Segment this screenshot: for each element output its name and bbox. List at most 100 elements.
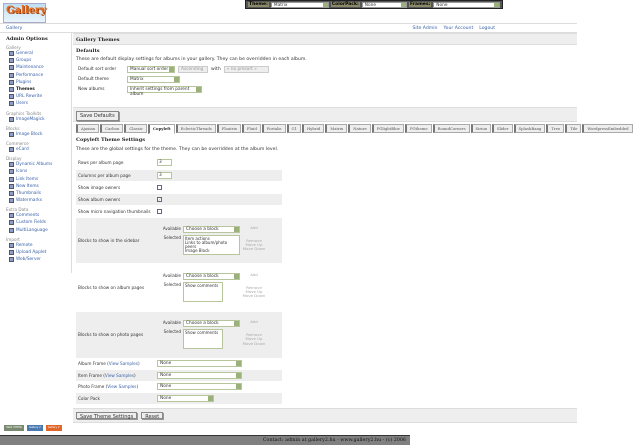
micro-nav-checkbox[interactable] (157, 208, 162, 214)
sidebar-item-maintenance[interactable]: Maintenance (6, 64, 67, 71)
default-theme-select[interactable]: Matrix (127, 75, 180, 83)
selected-blocks-list[interactable]: Show comments (183, 329, 223, 349)
sidebar-item-icons[interactable]: Icons (6, 168, 67, 175)
view-samples-link[interactable]: View Samples (108, 361, 138, 367)
sort-order-select[interactable]: Manual sort order (127, 65, 175, 73)
sidebar-item-comments[interactable]: Comments (6, 212, 67, 219)
tab-splashbang[interactable]: SplashBang (513, 124, 546, 133)
available-blocks-select[interactable]: Choose a block (183, 272, 240, 280)
sidebar-item-groups[interactable]: Groups (6, 57, 67, 64)
sidebar-item-web-server[interactable]: Web/Server (6, 256, 67, 263)
sidebar-item-dynamic-albums[interactable]: Dynamic Albums (6, 161, 67, 168)
tab-carbon[interactable]: Carbon (100, 124, 124, 133)
sort-direction-select[interactable]: Ascending (178, 65, 208, 73)
theme-value: Matrix (273, 2, 288, 8)
sidebar-item-thumbnails[interactable]: Thumbnails (6, 190, 67, 197)
logout-link[interactable]: Logout (479, 26, 495, 31)
breadcrumb-gallery[interactable]: Gallery (6, 26, 23, 31)
theme-select[interactable]: Matrix (270, 1, 329, 8)
move-up-button[interactable]: Move Up (245, 288, 263, 294)
sidebar-item-ecard[interactable]: eCard (6, 146, 67, 153)
sidebar-item-remote[interactable]: Remote (6, 242, 67, 249)
add-block-button[interactable]: Add (250, 224, 258, 230)
available-blocks-select[interactable]: Choose a block (183, 320, 240, 327)
move-down-button[interactable]: Move Down (242, 293, 266, 299)
selected-block-item[interactable]: Show comments (185, 330, 219, 335)
add-block-button[interactable]: Add (250, 271, 258, 277)
tab-eclecticthreads[interactable]: EclecticThreads (175, 124, 216, 133)
item-frame-select[interactable]: None (157, 371, 242, 379)
gallery-badge-2[interactable]: Gallery 2 (45, 425, 62, 431)
tab-wordpressembedded[interactable]: WordpressEmbedded (582, 124, 633, 133)
remove-block-button[interactable]: Remove (246, 332, 262, 337)
move-up-button[interactable]: Move Up (245, 241, 263, 247)
remove-block-button[interactable]: Remove (246, 237, 262, 243)
tab-pglightblue[interactable]: PGlightBlue (371, 124, 404, 133)
tab-tile[interactable]: Tile (565, 124, 582, 133)
colorpack-select[interactable]: None (361, 1, 408, 8)
cols-input[interactable]: 3 (157, 171, 172, 179)
gallery-badge[interactable]: Gallery 2 (27, 425, 43, 431)
tab-pgtheme[interactable]: PGtheme (404, 124, 432, 133)
remove-block-button[interactable]: Remove (246, 284, 262, 290)
tab-slider[interactable]: Slider (491, 124, 513, 133)
move-up-button[interactable]: Move Up (245, 336, 263, 342)
tab-ajaxian[interactable]: Ajaxian (76, 124, 100, 133)
sidebar-item-new-items[interactable]: New Items (6, 183, 67, 190)
tab-fluid[interactable]: Fluid (241, 124, 261, 133)
your-account-link[interactable]: Your Account (443, 26, 474, 31)
image-owners-checkbox[interactable] (157, 184, 162, 190)
tab-g1[interactable]: G1 (286, 124, 301, 133)
sidebar-item-performance[interactable]: Performance (6, 72, 67, 79)
rows-input[interactable]: 3 (157, 159, 172, 167)
tab-roundcorners[interactable]: RoundCorners (432, 124, 470, 133)
album-owners-checkbox[interactable]: ✓ (157, 196, 162, 202)
sidebar-item-upload-applet[interactable]: Upload Applet (6, 249, 67, 256)
tab-siriux[interactable]: Siriux (470, 124, 491, 133)
sidebar-item-multilanguage[interactable]: MultiLanguage (6, 227, 67, 234)
save-defaults-button[interactable]: Save Defaults (76, 111, 119, 121)
sidebar-item-url-rewrite[interactable]: URL Rewrite (6, 93, 67, 100)
sidebar-item-custom-fields[interactable]: Custom Fields (6, 219, 67, 226)
frames-select[interactable]: None (433, 1, 500, 8)
sidebar-item-image-block[interactable]: Image Block (6, 131, 67, 138)
available-blocks-select[interactable]: Choose a block (183, 225, 240, 233)
site-admin-link[interactable]: Site Admin (412, 26, 438, 31)
move-down-button[interactable]: Move Down (242, 246, 266, 252)
tab-hybrid[interactable]: Hybrid (301, 124, 325, 133)
presort-select[interactable]: « no presort » (223, 65, 269, 73)
gallery-logo[interactable]: Gallery (3, 3, 46, 23)
sidebar-item-general[interactable]: General (6, 50, 67, 57)
save-theme-settings-button[interactable]: Save Theme Settings (76, 412, 138, 420)
sidebar-item-plugins[interactable]: Plugins (6, 79, 67, 86)
selected-block-item[interactable]: Item actions (185, 235, 210, 241)
album-frame-select[interactable]: None (157, 360, 242, 368)
selected-block-item[interactable]: Links to album/photo peers (185, 239, 228, 250)
reset-button[interactable]: Reset (141, 412, 164, 420)
selected-block-item[interactable]: Image Block (185, 248, 210, 254)
move-down-button[interactable]: Move Down (242, 340, 266, 346)
view-samples-link[interactable]: View Samples (104, 372, 135, 378)
tab-classic[interactable]: Classic (124, 124, 148, 133)
new-albums-select[interactable]: Inherit settings from parent album (127, 85, 202, 97)
view-samples-link[interactable]: View Samples (107, 384, 137, 390)
selected-blocks-list[interactable]: Item actions Links to album/photo peers Im… (183, 234, 240, 255)
tab-tree[interactable]: Tree (546, 124, 565, 133)
sidebar-item-watermarks[interactable]: Watermarks (6, 197, 67, 204)
photo-frame-select[interactable]: None (157, 383, 242, 391)
tab-nature[interactable]: Nature (348, 124, 371, 133)
tab-floatrix[interactable]: Floatrix (216, 124, 241, 133)
selected-blocks-list[interactable]: Show comments (183, 281, 223, 302)
selected-block-item[interactable]: Show comments (185, 282, 219, 288)
add-block-button[interactable]: Add (250, 319, 258, 324)
sidebar-item-users[interactable]: Users (6, 100, 67, 107)
tab-matrix[interactable]: Matrix (325, 124, 348, 133)
tab-fortalis[interactable]: Fortalis (261, 124, 286, 133)
sidebar-item-imagemagick[interactable]: ImageMagick (6, 116, 67, 123)
xhtml-badge[interactable]: Valid XHTML (4, 425, 25, 431)
sidebar-item-themes[interactable]: Themes (6, 86, 67, 93)
sidebar-item-link-items[interactable]: Link Items (6, 175, 67, 182)
tab-copyleft[interactable]: Copyleft (148, 124, 175, 134)
sidebar-item-label: Performance (16, 72, 44, 78)
color-pack-select[interactable]: None (157, 394, 214, 402)
